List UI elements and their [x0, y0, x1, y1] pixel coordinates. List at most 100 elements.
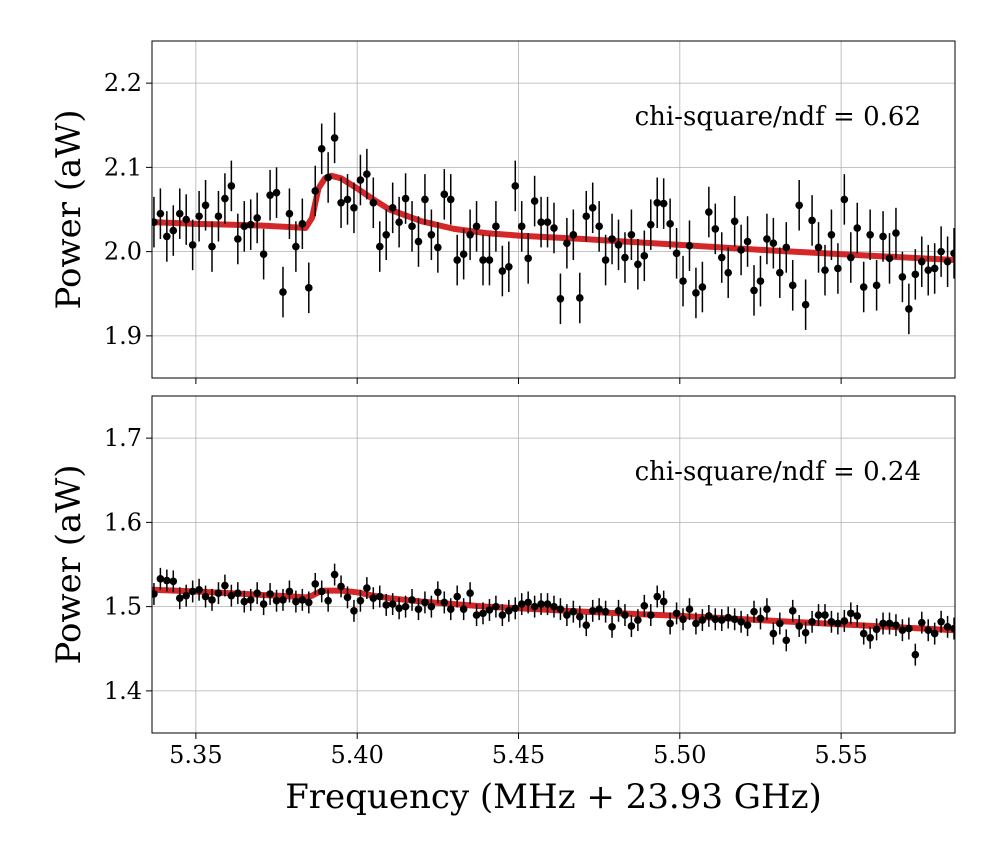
- data-point: [892, 229, 900, 237]
- plot-area: [152, 563, 955, 666]
- y-tick-label: 1.6: [104, 508, 142, 536]
- data-point: [363, 584, 371, 592]
- y-axis-label: Power (aW): [49, 110, 89, 310]
- data-point: [427, 602, 436, 611]
- data-point: [685, 241, 694, 250]
- data-point: [776, 619, 784, 628]
- data-point: [492, 602, 500, 611]
- data-point: [582, 621, 591, 629]
- data-point: [769, 629, 778, 638]
- data-point: [259, 600, 268, 608]
- data-point: [575, 294, 584, 302]
- data-point: [343, 195, 352, 204]
- data-point: [446, 605, 455, 613]
- data-point: [834, 619, 842, 628]
- data-point: [827, 230, 836, 239]
- data-point: [395, 218, 403, 226]
- data-point: [285, 209, 294, 218]
- data-point: [563, 239, 571, 247]
- data-point: [705, 612, 713, 620]
- data-point: [466, 230, 474, 239]
- data-point: [679, 277, 687, 285]
- data-point: [401, 602, 410, 611]
- data-point: [814, 243, 823, 252]
- data-point: [685, 605, 694, 613]
- annotation: chi-square/ndf = 0.62: [635, 102, 921, 132]
- data-point: [375, 592, 384, 601]
- x-axis-label: Frequency (MHz + 23.93 GHz): [285, 777, 822, 817]
- data-point: [266, 590, 274, 598]
- data-point: [717, 616, 726, 624]
- data-point: [859, 283, 868, 291]
- data-point: [627, 230, 636, 239]
- data-point: [169, 577, 178, 586]
- data-point: [634, 260, 642, 269]
- data-point: [692, 289, 700, 297]
- data-point: [588, 204, 597, 212]
- data-point: [479, 256, 487, 264]
- data-point: [614, 241, 623, 249]
- data-point: [279, 596, 287, 604]
- data-point: [201, 201, 210, 210]
- data-point: [201, 592, 210, 601]
- data-point: [234, 589, 242, 597]
- data-point: [459, 605, 468, 613]
- data-point: [330, 134, 339, 142]
- data-point: [272, 596, 281, 605]
- data-point: [653, 198, 662, 207]
- data-point: [640, 252, 649, 260]
- x-tick-label: 5.55: [814, 741, 867, 769]
- data-point: [388, 204, 397, 212]
- data-point: [330, 570, 339, 579]
- data-point: [163, 576, 171, 585]
- data-point: [434, 588, 442, 597]
- data-point: [356, 596, 365, 605]
- data-point: [266, 191, 274, 199]
- data-point: [853, 224, 862, 232]
- data-point: [208, 596, 216, 604]
- data-point: [337, 582, 345, 591]
- data-point: [595, 605, 603, 613]
- data-point: [859, 629, 868, 638]
- data-point: [227, 591, 236, 600]
- data-point: [524, 598, 532, 607]
- data-point: [337, 198, 345, 207]
- data-point: [317, 587, 326, 596]
- data-point: [666, 220, 674, 228]
- data-point: [285, 587, 294, 596]
- data-point: [317, 145, 326, 153]
- data-point: [388, 600, 397, 608]
- data-point: [898, 273, 907, 281]
- data-point: [776, 268, 784, 277]
- data-point: [808, 617, 816, 626]
- data-point: [634, 616, 642, 624]
- data-point: [182, 591, 190, 600]
- data-point: [743, 621, 752, 629]
- data-point: [382, 230, 391, 239]
- data-point: [827, 617, 836, 626]
- data-point: [821, 266, 829, 274]
- data-point: [511, 182, 520, 190]
- data-point: [724, 613, 732, 622]
- data-point: [182, 215, 190, 224]
- data-point: [517, 600, 526, 608]
- data-point: [221, 581, 229, 590]
- data-point: [659, 199, 668, 208]
- data-point: [152, 590, 158, 598]
- data-point: [208, 242, 216, 251]
- data-point: [743, 237, 752, 246]
- data-point: [214, 589, 223, 597]
- data-point: [937, 617, 945, 626]
- data-point: [872, 281, 881, 290]
- data-point: [369, 594, 378, 602]
- data-point: [369, 198, 378, 207]
- data-point: [537, 600, 545, 608]
- data-point: [608, 235, 616, 243]
- data-point: [808, 216, 816, 225]
- data-point: [646, 611, 655, 619]
- data-point: [730, 615, 739, 624]
- data-point: [395, 604, 403, 613]
- data-point: [543, 600, 552, 608]
- fit-line: [152, 586, 955, 634]
